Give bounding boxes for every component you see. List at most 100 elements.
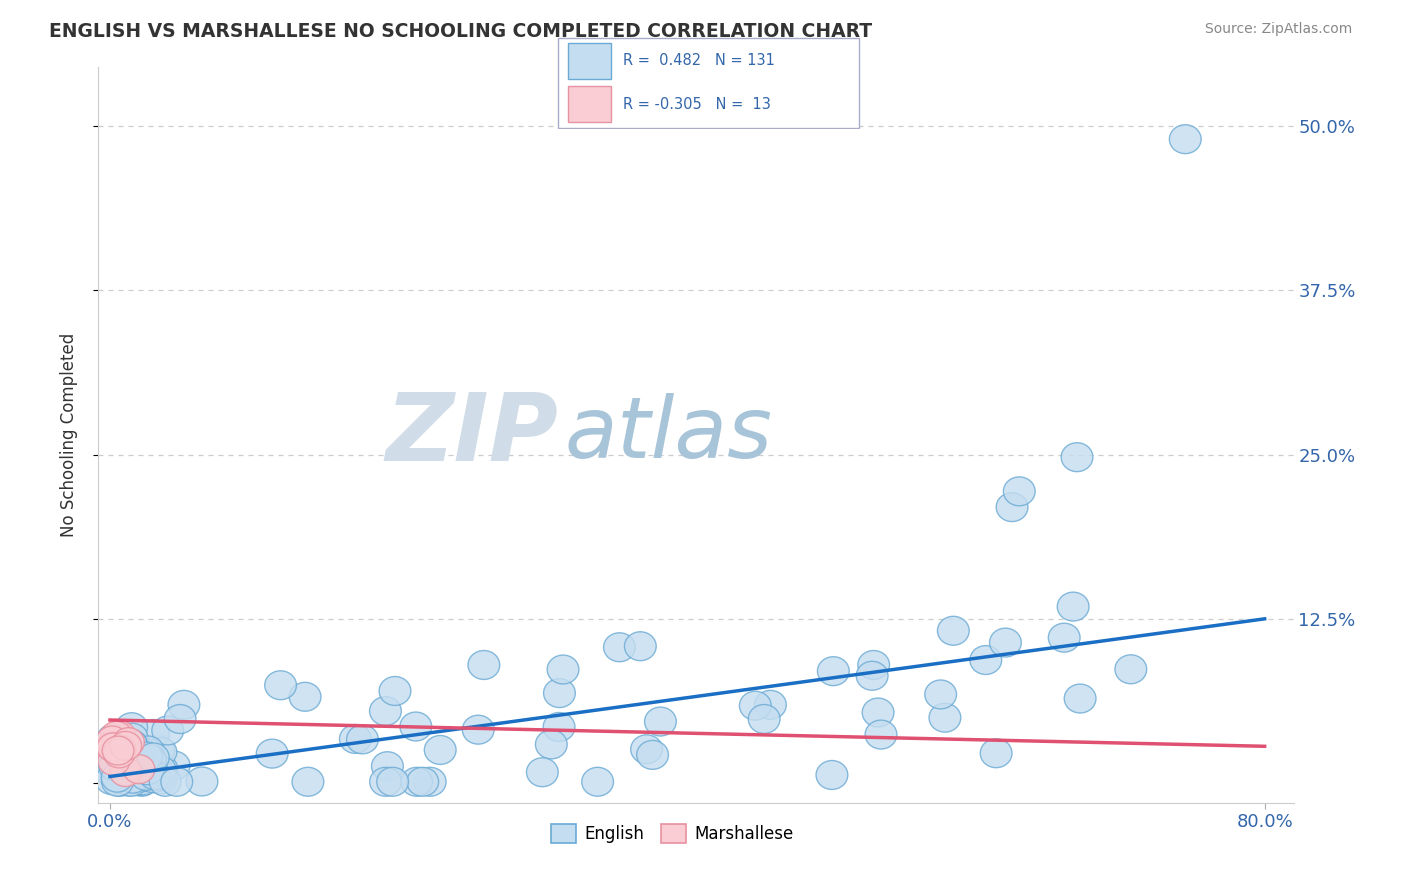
Ellipse shape xyxy=(104,764,136,792)
Ellipse shape xyxy=(143,736,174,764)
Ellipse shape xyxy=(970,646,1001,674)
Ellipse shape xyxy=(100,756,132,785)
Ellipse shape xyxy=(97,726,128,755)
Ellipse shape xyxy=(145,765,177,794)
Ellipse shape xyxy=(122,739,153,768)
Ellipse shape xyxy=(101,722,132,750)
Ellipse shape xyxy=(110,731,142,760)
Ellipse shape xyxy=(990,628,1021,657)
Ellipse shape xyxy=(115,713,148,741)
Ellipse shape xyxy=(1115,655,1147,684)
Text: ENGLISH VS MARSHALLESE NO SCHOOLING COMPLETED CORRELATION CHART: ENGLISH VS MARSHALLESE NO SCHOOLING COMP… xyxy=(49,22,872,41)
Ellipse shape xyxy=(138,764,169,793)
Ellipse shape xyxy=(112,767,145,796)
Ellipse shape xyxy=(468,650,499,680)
Ellipse shape xyxy=(256,739,288,768)
Ellipse shape xyxy=(127,753,157,782)
Ellipse shape xyxy=(100,747,132,775)
Ellipse shape xyxy=(817,657,849,686)
Ellipse shape xyxy=(1049,624,1080,652)
Ellipse shape xyxy=(127,756,159,785)
FancyBboxPatch shape xyxy=(568,43,612,78)
Ellipse shape xyxy=(160,767,193,797)
Ellipse shape xyxy=(117,764,149,793)
Ellipse shape xyxy=(96,765,128,795)
Ellipse shape xyxy=(582,767,613,797)
Ellipse shape xyxy=(169,690,200,719)
Ellipse shape xyxy=(118,751,150,780)
Ellipse shape xyxy=(186,767,218,796)
Ellipse shape xyxy=(644,707,676,736)
Text: ZIP: ZIP xyxy=(385,389,558,481)
Ellipse shape xyxy=(339,724,371,754)
Ellipse shape xyxy=(117,758,149,787)
Ellipse shape xyxy=(149,767,181,797)
Ellipse shape xyxy=(371,752,404,780)
Ellipse shape xyxy=(104,721,135,749)
Ellipse shape xyxy=(122,741,155,771)
Ellipse shape xyxy=(347,725,378,754)
Ellipse shape xyxy=(290,682,321,711)
Ellipse shape xyxy=(104,735,136,764)
Ellipse shape xyxy=(118,737,150,766)
Ellipse shape xyxy=(624,632,657,661)
Ellipse shape xyxy=(96,732,128,761)
Ellipse shape xyxy=(145,756,176,785)
Text: atlas: atlas xyxy=(565,393,772,476)
Ellipse shape xyxy=(97,733,129,762)
Ellipse shape xyxy=(536,730,567,759)
Ellipse shape xyxy=(131,742,163,771)
Ellipse shape xyxy=(139,761,170,789)
Text: R = -0.305   N =  13: R = -0.305 N = 13 xyxy=(623,96,772,112)
Text: R =  0.482   N = 131: R = 0.482 N = 131 xyxy=(623,54,775,69)
Ellipse shape xyxy=(115,730,148,758)
Ellipse shape xyxy=(124,755,155,784)
Ellipse shape xyxy=(115,764,148,792)
Ellipse shape xyxy=(1062,442,1092,472)
Ellipse shape xyxy=(131,762,162,790)
Ellipse shape xyxy=(547,655,579,684)
Ellipse shape xyxy=(938,616,969,645)
Ellipse shape xyxy=(135,745,166,773)
Ellipse shape xyxy=(101,749,132,778)
Ellipse shape xyxy=(748,705,780,733)
Ellipse shape xyxy=(132,747,165,776)
Ellipse shape xyxy=(152,716,184,745)
Ellipse shape xyxy=(377,767,409,797)
Ellipse shape xyxy=(100,748,131,778)
Ellipse shape xyxy=(101,747,134,775)
Ellipse shape xyxy=(145,738,177,766)
Ellipse shape xyxy=(107,755,138,784)
Ellipse shape xyxy=(865,720,897,749)
Ellipse shape xyxy=(370,697,401,725)
Ellipse shape xyxy=(100,762,132,791)
Ellipse shape xyxy=(815,761,848,789)
Ellipse shape xyxy=(631,735,662,764)
Ellipse shape xyxy=(134,746,166,774)
FancyBboxPatch shape xyxy=(568,87,612,122)
Ellipse shape xyxy=(111,751,143,780)
Ellipse shape xyxy=(980,739,1012,768)
Ellipse shape xyxy=(98,747,129,775)
Ellipse shape xyxy=(370,767,402,797)
Ellipse shape xyxy=(103,739,135,768)
Ellipse shape xyxy=(122,766,155,796)
Ellipse shape xyxy=(997,492,1028,522)
Text: Source: ZipAtlas.com: Source: ZipAtlas.com xyxy=(1205,22,1353,37)
Ellipse shape xyxy=(103,753,135,781)
Ellipse shape xyxy=(132,736,165,765)
Ellipse shape xyxy=(138,743,169,772)
Ellipse shape xyxy=(98,752,131,780)
Ellipse shape xyxy=(159,751,190,780)
Ellipse shape xyxy=(401,767,433,797)
Ellipse shape xyxy=(103,736,134,765)
FancyBboxPatch shape xyxy=(558,37,859,128)
Ellipse shape xyxy=(122,762,155,790)
Ellipse shape xyxy=(104,767,135,797)
Ellipse shape xyxy=(118,759,149,788)
Ellipse shape xyxy=(135,752,167,780)
Ellipse shape xyxy=(1004,477,1035,506)
Ellipse shape xyxy=(425,736,456,764)
Ellipse shape xyxy=(122,739,153,768)
Ellipse shape xyxy=(755,690,786,719)
